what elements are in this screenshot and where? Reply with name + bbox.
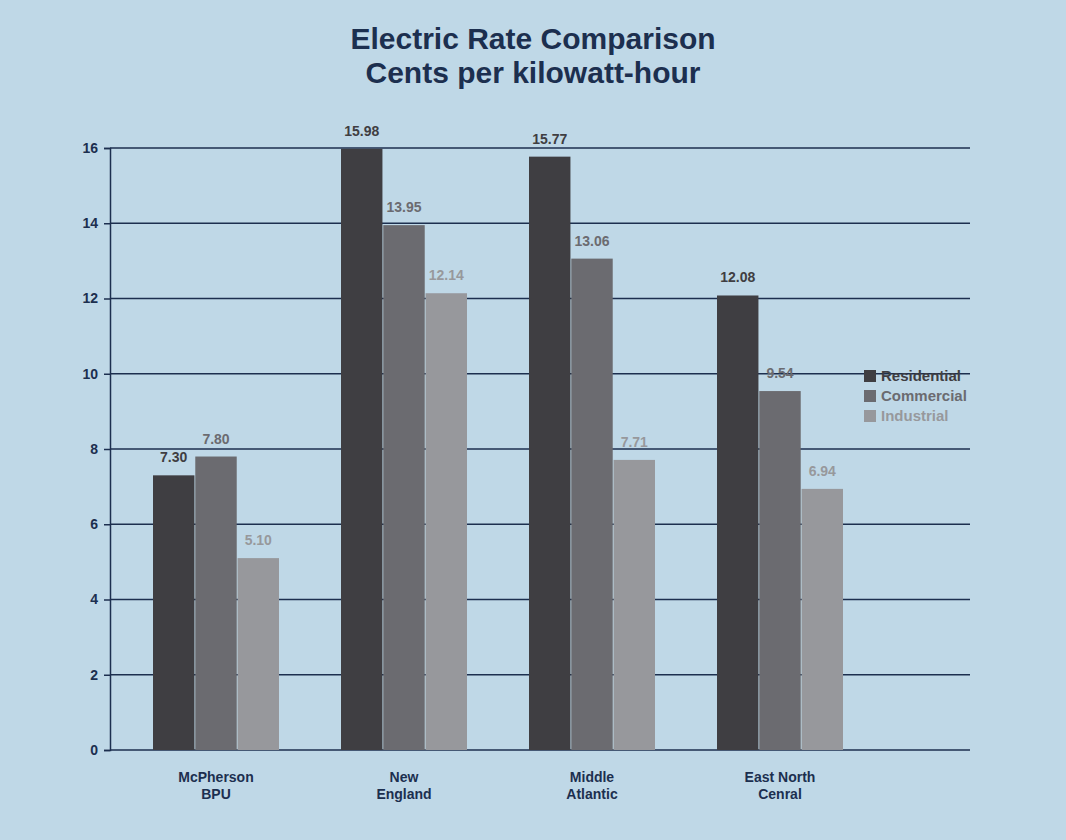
y-tick-label: 0 xyxy=(90,742,98,758)
bar xyxy=(341,149,382,750)
data-label: 7.30 xyxy=(160,449,187,465)
legend: Residential Commercial Industrial xyxy=(864,367,967,424)
legend-label: Commercial xyxy=(881,387,967,404)
data-label: 12.14 xyxy=(429,267,464,283)
y-tick: 6 xyxy=(90,516,110,532)
y-tick-mark xyxy=(104,148,110,150)
grid xyxy=(110,148,970,750)
legend-label: Industrial xyxy=(881,407,949,424)
y-tick-mark xyxy=(104,298,110,300)
y-tick-label: 16 xyxy=(82,140,98,156)
bar xyxy=(529,157,570,750)
y-tick: 4 xyxy=(90,591,110,607)
y-tick-mark xyxy=(104,374,110,376)
y-tick: 10 xyxy=(82,366,110,382)
bar xyxy=(717,295,758,750)
data-label: 5.10 xyxy=(245,532,272,548)
y-tick-label: 14 xyxy=(82,215,98,231)
y-tick: 16 xyxy=(82,140,110,156)
y-tick: 14 xyxy=(82,215,110,231)
bar xyxy=(426,293,467,750)
y-tick-label: 12 xyxy=(82,290,98,306)
data-label: 15.98 xyxy=(344,123,379,139)
y-axis-line xyxy=(104,149,111,751)
bar xyxy=(238,558,279,750)
bar xyxy=(614,460,655,750)
bar xyxy=(802,489,843,750)
y-tick-label: 4 xyxy=(90,591,98,607)
title: Electric Rate Comparison xyxy=(350,22,715,55)
bar xyxy=(383,225,424,750)
data-label: 7.80 xyxy=(202,431,229,447)
legend-swatch xyxy=(864,370,876,382)
x-tick-label: MiddleAtlantic xyxy=(566,769,618,802)
data-label: 9.54 xyxy=(766,365,793,381)
data-label: 15.77 xyxy=(532,131,567,147)
y-tick-label: 8 xyxy=(90,441,98,457)
x-tick-label: NewEngland xyxy=(376,769,431,802)
data-label: 12.08 xyxy=(720,269,755,285)
data-label: 6.94 xyxy=(809,463,836,479)
bar xyxy=(571,259,612,750)
subtitle: Cents per kilowatt-hour xyxy=(365,56,700,89)
y-tick-mark xyxy=(104,750,110,752)
y-tick-label: 10 xyxy=(82,366,98,382)
y-tick-label: 2 xyxy=(90,667,98,683)
grid-line xyxy=(110,147,970,149)
legend-swatch xyxy=(864,390,876,402)
y-tick: 12 xyxy=(82,290,110,306)
y-tick-mark xyxy=(104,449,110,451)
x-tick-label: McPhersonBPU xyxy=(178,769,253,802)
bars xyxy=(153,149,843,750)
legend-label: Residential xyxy=(881,367,961,384)
x-tick-label: East NorthCenral xyxy=(745,769,816,802)
legend-swatch xyxy=(864,410,876,422)
y-tick: 2 xyxy=(90,667,110,683)
y-tick-mark xyxy=(104,524,110,526)
y-axis: 0 2 4 6 8 10 12 14 16 xyxy=(82,140,110,758)
y-tick-label: 6 xyxy=(90,516,98,532)
data-label: 13.95 xyxy=(386,199,421,215)
bar xyxy=(759,391,800,750)
data-labels: 7.30 15.98 15.77 12.08 7.80 13.95 13.06 9.54 5.1… xyxy=(160,123,836,548)
y-tick: 0 xyxy=(90,742,110,758)
data-label: 7.71 xyxy=(621,434,648,450)
y-tick: 8 xyxy=(90,441,110,457)
bar xyxy=(153,475,194,750)
data-label: 13.06 xyxy=(574,233,609,249)
y-tick-mark xyxy=(104,675,110,677)
x-axis-labels: McPhersonBPU NewEngland MiddleAtlantic East… xyxy=(178,769,815,802)
y-tick-mark xyxy=(104,599,110,601)
y-tick-mark xyxy=(104,223,110,225)
bar xyxy=(195,457,236,750)
